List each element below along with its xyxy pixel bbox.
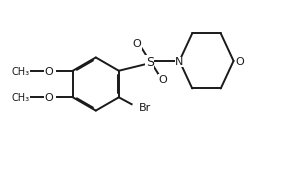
Text: Br: Br (139, 103, 151, 113)
Text: O: O (133, 39, 142, 49)
Text: O: O (44, 93, 53, 103)
Text: N: N (175, 57, 184, 67)
Text: O: O (235, 57, 244, 67)
Text: CH₃: CH₃ (11, 67, 30, 77)
Text: O: O (158, 75, 167, 85)
Text: O: O (44, 67, 53, 77)
Text: S: S (146, 56, 154, 69)
Text: CH₃: CH₃ (11, 93, 30, 103)
